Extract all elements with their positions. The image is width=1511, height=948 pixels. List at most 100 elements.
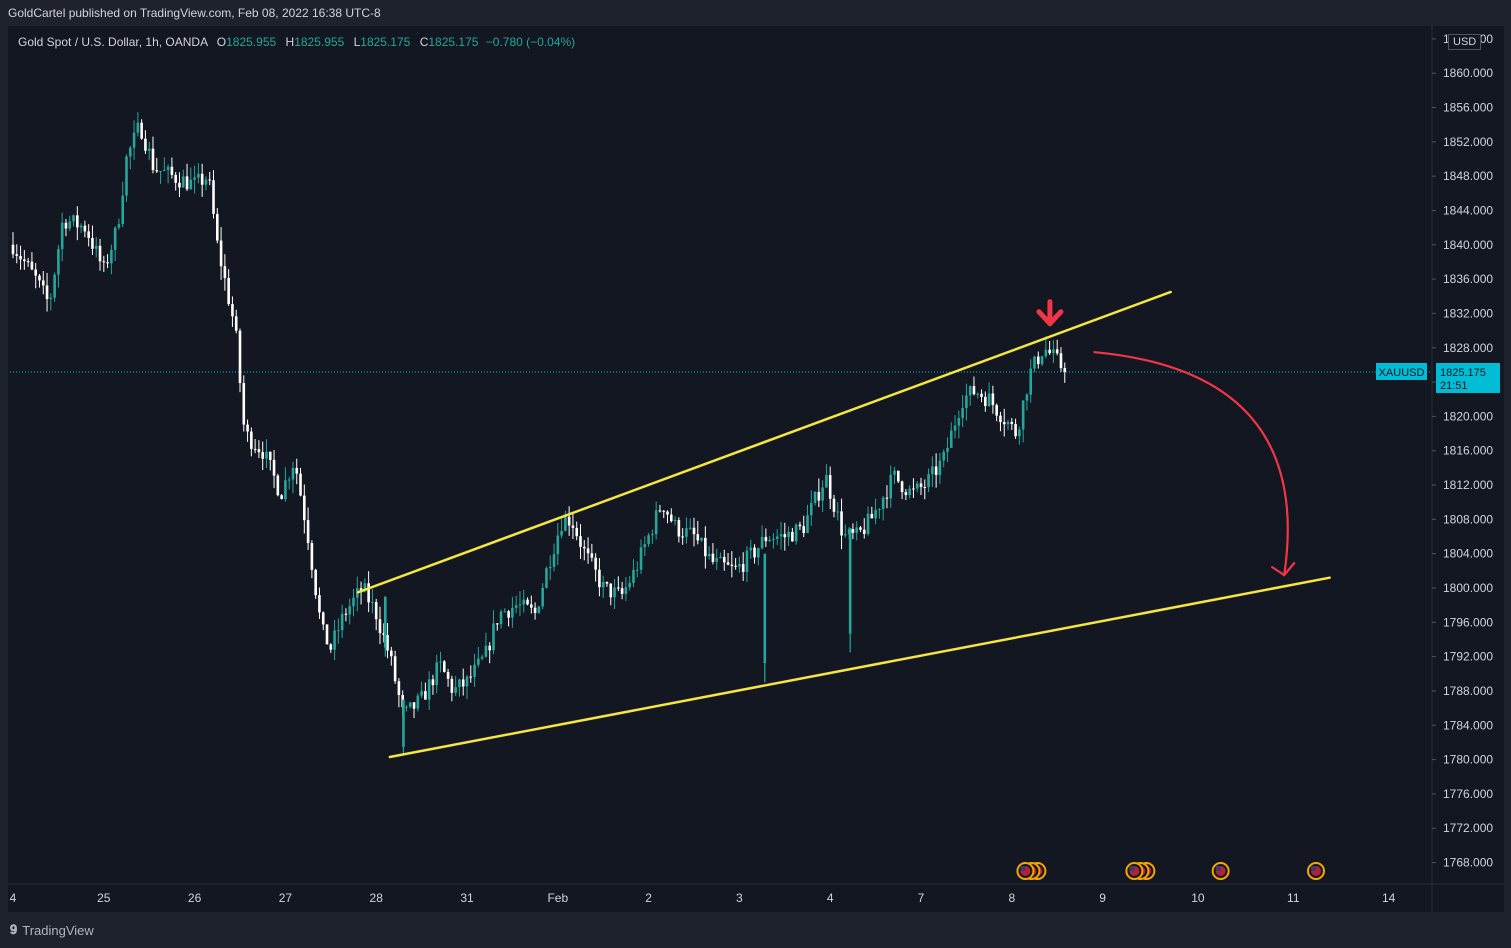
candle-body xyxy=(670,514,673,522)
x-tick-label: 7 xyxy=(918,891,925,905)
candle-body xyxy=(749,547,753,551)
candle-body xyxy=(159,170,162,172)
candle-body xyxy=(461,679,465,687)
candle-body xyxy=(189,179,193,190)
candle-body xyxy=(809,502,813,516)
x-tick-label: 26 xyxy=(188,891,202,905)
candle-body xyxy=(310,543,314,570)
candle-body xyxy=(545,568,548,588)
y-tick-label: 1804.000 xyxy=(1443,547,1493,561)
candle-body xyxy=(866,513,870,534)
candle-body xyxy=(390,650,393,657)
candle-body xyxy=(427,679,431,700)
candle-body xyxy=(250,431,253,449)
candle-body xyxy=(431,679,435,686)
candle-body xyxy=(495,623,499,625)
candle-body xyxy=(446,671,450,679)
candle-body xyxy=(806,515,809,533)
candle-body xyxy=(711,553,715,562)
candle-body xyxy=(991,393,995,406)
candle-body xyxy=(136,122,140,133)
candle-body xyxy=(772,538,775,540)
candle-body xyxy=(420,691,423,696)
candle-body xyxy=(961,407,964,419)
y-tick-label: 1816.000 xyxy=(1443,444,1493,458)
candle-body xyxy=(257,449,261,453)
candle-body xyxy=(110,249,113,264)
candle-body xyxy=(367,583,370,603)
candle-body xyxy=(707,553,711,557)
candle-body xyxy=(919,483,923,488)
y-tick-label: 1860.000 xyxy=(1443,66,1493,80)
y-tick-label: 1836.000 xyxy=(1443,272,1493,286)
candle-body xyxy=(234,316,238,331)
candle-body xyxy=(49,297,53,300)
currency-button[interactable]: USD xyxy=(1448,34,1482,50)
candle-body xyxy=(984,396,987,407)
candle-body xyxy=(980,393,983,397)
y-tick-label: 1844.000 xyxy=(1443,203,1493,217)
trendline-lower xyxy=(388,576,1331,759)
candle-body xyxy=(972,386,976,395)
candle-body xyxy=(121,195,125,225)
tradingview-logo-icon: 𝟗 xyxy=(10,922,17,937)
candle-body xyxy=(763,553,767,664)
candles-group xyxy=(11,112,1067,756)
candle-body xyxy=(651,534,654,536)
candle-body xyxy=(904,492,908,496)
footer-brand-label: TradingView xyxy=(22,922,94,938)
candle-body xyxy=(643,544,647,548)
chart-frame[interactable]: 1864.0001860.0001856.0001852.0001848.000… xyxy=(8,26,1504,912)
candle-body xyxy=(548,566,552,569)
candle-body xyxy=(1014,424,1017,437)
candle-body xyxy=(166,166,170,170)
candle-body xyxy=(840,511,843,536)
candle-body xyxy=(276,475,280,496)
candle-body xyxy=(923,487,927,489)
event-flag-icon xyxy=(1310,866,1316,871)
candle-body xyxy=(284,480,287,500)
candle-body xyxy=(965,395,968,408)
candle-body xyxy=(745,550,749,572)
candle-body xyxy=(352,597,355,607)
candle-body xyxy=(193,177,196,180)
candle-body xyxy=(908,488,911,496)
candle-body xyxy=(503,611,507,613)
candle-body xyxy=(359,588,363,592)
candle-body xyxy=(60,222,64,250)
candle-body xyxy=(337,630,340,632)
candle-body xyxy=(794,524,798,542)
candle-body xyxy=(719,556,722,559)
candle-body xyxy=(53,274,56,298)
down-arrow-icon xyxy=(1036,299,1064,327)
publisher-line: GoldCartel published on TradingView.com,… xyxy=(8,6,381,20)
candle-body xyxy=(299,473,302,496)
candle-body xyxy=(212,180,215,214)
candle-body xyxy=(605,582,609,584)
candle-body xyxy=(704,537,707,557)
candle-body xyxy=(567,516,571,526)
candle-body xyxy=(832,498,836,512)
candle-body xyxy=(1063,368,1067,372)
candle-body xyxy=(185,176,189,190)
candle-body xyxy=(386,635,389,651)
candle-body xyxy=(791,531,794,542)
candle-body xyxy=(999,415,1002,423)
candle-body xyxy=(654,510,658,535)
candle-body xyxy=(870,513,874,519)
event-flag-icon xyxy=(1129,866,1135,871)
price-chart[interactable]: 1864.0001860.0001856.0001852.0001848.000… xyxy=(8,26,1504,912)
candle-body xyxy=(72,215,75,222)
candle-body xyxy=(836,511,840,513)
candle-body xyxy=(295,467,299,474)
price-tag-bg xyxy=(1436,362,1500,393)
candle-body xyxy=(828,475,832,499)
candle-body xyxy=(174,174,177,183)
candle-body xyxy=(87,231,90,238)
footer-brand[interactable]: 𝟗 TradingView xyxy=(10,922,94,938)
curved-arrow-icon xyxy=(1093,350,1289,576)
candle-body xyxy=(306,520,310,544)
high-value: 1825.955 xyxy=(294,35,345,49)
candle-body xyxy=(41,280,45,286)
y-tick-label: 1840.000 xyxy=(1443,238,1493,252)
